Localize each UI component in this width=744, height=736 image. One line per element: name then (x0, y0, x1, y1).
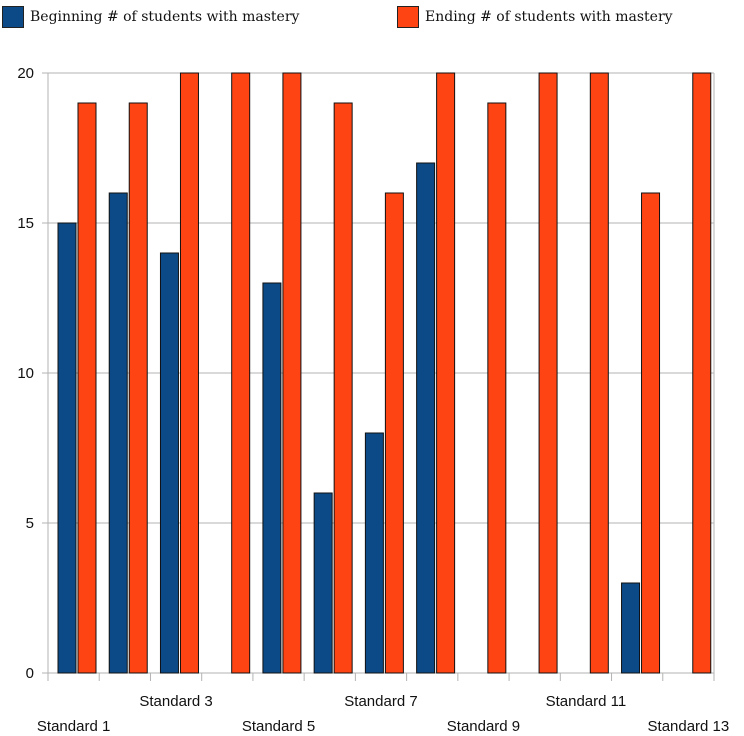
bar-beginning-8 (416, 162, 436, 674)
x-tick-label-9: Standard 9 (447, 718, 520, 735)
bar-ending-4 (231, 72, 251, 674)
x-tick-label-3: Standard 3 (139, 693, 212, 710)
bar-beginning-2 (108, 192, 128, 674)
x-tick-label-13: Standard 13 (648, 718, 730, 735)
y-tick-label-10: 10 (17, 365, 34, 382)
legend-swatch-beginning (2, 6, 24, 28)
bar-ending-9 (487, 102, 507, 674)
bar-ending-1 (77, 102, 97, 674)
x-tick-label-7: Standard 7 (344, 693, 417, 710)
legend-item-ending: Ending # of students with mastery (397, 6, 673, 28)
x-tick-label-11: Standard 11 (546, 693, 627, 710)
bar-beginning-3 (159, 252, 179, 674)
bar-ending-10 (538, 72, 558, 674)
y-tick-label-20: 20 (17, 65, 34, 82)
x-tick-label-1: Standard 1 (37, 718, 110, 735)
x-tick-label-5: Standard 5 (242, 718, 315, 735)
bar-ending-12 (641, 192, 661, 674)
bar-beginning-6 (313, 492, 333, 674)
y-tick-label-5: 5 (26, 515, 34, 532)
legend-swatch-ending (397, 6, 419, 28)
bar-ending-11 (589, 72, 609, 674)
bar-ending-8 (436, 72, 456, 674)
bar-beginning-1 (57, 222, 77, 674)
legend-item-beginning: Beginning # of students with mastery (2, 6, 299, 28)
bar-beginning-12 (621, 582, 641, 674)
legend-label-beginning: Beginning # of students with mastery (30, 9, 300, 25)
legend-label-ending: Ending # of students with mastery (425, 9, 673, 25)
y-tick-label-15: 15 (17, 215, 34, 232)
bar-ending-3 (179, 72, 199, 674)
legend: Beginning # of students with mastery End… (0, 6, 744, 32)
bar-ending-5 (282, 72, 302, 674)
y-tick-label-0: 0 (26, 665, 34, 682)
bar-ending-13 (692, 72, 712, 674)
bar-ending-6 (333, 102, 353, 674)
bar-ending-2 (128, 102, 148, 674)
bar-beginning-7 (364, 432, 384, 674)
bar-ending-7 (384, 192, 404, 674)
bar-beginning-5 (262, 282, 282, 674)
